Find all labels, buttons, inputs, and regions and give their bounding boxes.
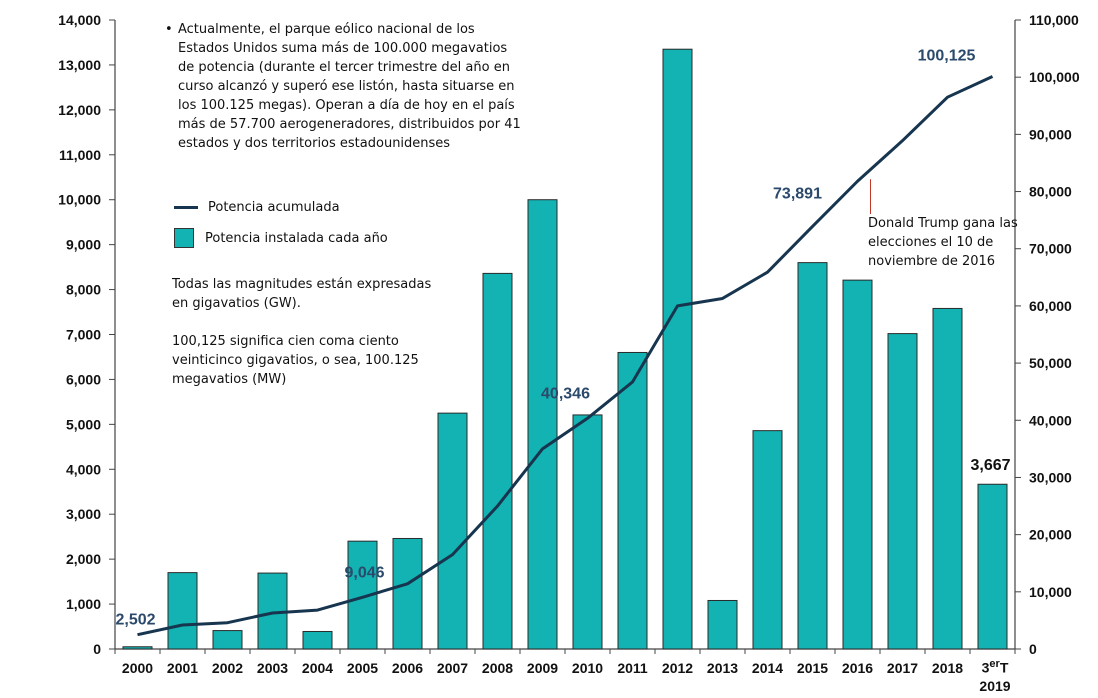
x-tick-label-2019q3: 3erT 2019 — [975, 655, 1015, 695]
x-tick-label: 2008 — [482, 660, 513, 676]
bar — [887, 333, 918, 650]
y-left-tick-label: 7,000 — [66, 327, 101, 343]
data-label: 3,667 — [970, 457, 1010, 474]
y-right-tick-label: 0 — [1029, 641, 1037, 657]
data-labels: 2,502 9,046 40,346 73,891 100,125 3,667 — [115, 47, 1010, 628]
x-tick-last-sup: er — [989, 658, 1000, 670]
bar — [977, 483, 1008, 650]
bar — [392, 537, 423, 650]
bar — [752, 430, 783, 650]
trump-annotation: Donald Trump gana las elecciones el 10 d… — [868, 216, 1018, 269]
y-left-tick-label: 0 — [93, 641, 101, 657]
line-series — [137, 75, 994, 637]
units-note-para2: 100,125 significa cien coma ciento veint… — [172, 334, 419, 387]
bar — [932, 307, 963, 650]
y-right-tick-label: 40,000 — [1029, 412, 1072, 428]
bullet-icon: • — [165, 22, 173, 37]
bar — [842, 279, 873, 650]
bar — [122, 646, 153, 650]
y-right-tick-label: 110,000 — [1029, 12, 1079, 28]
y-left-tick-label: 9,000 — [66, 237, 101, 253]
data-label: 73,891 — [773, 185, 822, 202]
x-tick-label: 2009 — [527, 660, 558, 676]
y-left-tick-label: 14,000 — [58, 12, 101, 28]
x-tick-last-year: 2019 — [979, 677, 1011, 694]
y-left-tick-label: 5,000 — [66, 416, 101, 432]
x-tick-label: 2005 — [347, 660, 378, 676]
x-tick-last-main: 3 — [981, 659, 990, 676]
bar — [662, 48, 693, 650]
x-tick-label: 2007 — [437, 660, 468, 676]
y-left-tick-label: 4,000 — [66, 461, 101, 477]
x-tick-label: 2001 — [167, 660, 198, 676]
x-tick-label: 2017 — [887, 660, 918, 676]
bar — [212, 630, 243, 650]
cumulative-line — [137, 75, 994, 637]
y-left-tick-label: 11,000 — [59, 147, 101, 163]
x-tick-label: 2006 — [392, 660, 423, 676]
bar-series — [122, 48, 1008, 650]
bar — [437, 412, 468, 650]
y-right-tick-label: 70,000 — [1029, 241, 1072, 257]
data-label: 9,046 — [344, 564, 384, 581]
y-left-tick-label: 2,000 — [66, 551, 101, 567]
y-right-tick-label: 90,000 — [1029, 126, 1072, 142]
y-left-tick-label: 8,000 — [66, 282, 101, 298]
y-right-tick-label: 50,000 — [1029, 355, 1072, 371]
data-label: 100,125 — [918, 47, 976, 64]
data-label: 2,502 — [115, 612, 155, 629]
x-tick-label: 2015 — [797, 660, 828, 676]
bar — [617, 351, 648, 650]
x-tick-label: 2011 — [617, 660, 648, 676]
x-tick-label: 2010 — [572, 660, 603, 676]
x-tick-label: 2012 — [662, 660, 693, 676]
bar — [572, 414, 603, 650]
y-right-tick-label: 80,000 — [1029, 184, 1072, 200]
x-tick-label: 2014 — [752, 660, 783, 676]
bar — [527, 199, 558, 650]
x-tick-label: 2018 — [932, 660, 963, 676]
line-swatch-icon — [174, 206, 198, 209]
y-left-tick-label: 6,000 — [66, 371, 101, 387]
y-right-tick-label: 30,000 — [1029, 469, 1072, 485]
x-tick-label: 2002 — [212, 660, 243, 676]
y-right-tick-label: 100,000 — [1029, 69, 1080, 85]
y-left-tick-label: 13,000 — [58, 57, 101, 73]
bar — [707, 599, 738, 650]
x-tick-last-suffix: T — [999, 659, 1009, 676]
bar — [302, 630, 333, 650]
x-tick-label: 2016 — [842, 660, 873, 676]
x-tick-label: 2003 — [257, 660, 288, 676]
bar-swatch-icon — [174, 228, 194, 248]
intro-note: • Actualmente, el parque eólico nacional… — [165, 20, 523, 153]
data-label: 40,346 — [541, 385, 590, 402]
y-left-tick-label: 10,000 — [58, 192, 101, 208]
bar — [797, 262, 828, 650]
legend-item-bar: Potencia instalada cada año — [174, 228, 388, 248]
bar — [482, 272, 513, 650]
legend-line-label: Potencia acumulada — [208, 200, 340, 215]
x-tick-label: 2000 — [122, 660, 153, 676]
legend-bar-label: Potencia instalada cada año — [205, 230, 388, 246]
y-left-tick-label: 3,000 — [66, 506, 101, 522]
units-note: Todas las magnitudes están expresadas en… — [172, 275, 432, 389]
y-left-tick-label: 1,000 — [66, 596, 101, 612]
axes: 0 1,000 2,000 3,000 4,000 5,000 6,000 7,000 8,00… — [58, 12, 1080, 676]
x-tick-label: 2004 — [302, 660, 333, 676]
intro-note-text: Actualmente, el parque eólico nacional d… — [178, 22, 521, 151]
y-right-tick-label: 20,000 — [1029, 527, 1072, 543]
y-right-tick-label: 10,000 — [1029, 584, 1072, 600]
y-right-tick-label: 60,000 — [1029, 298, 1072, 314]
legend-item-line: Potencia acumulada — [174, 200, 340, 215]
x-tick-label: 2013 — [707, 660, 738, 676]
bar — [167, 572, 198, 650]
units-note-para1: Todas las magnitudes están expresadas en… — [172, 277, 432, 311]
y-left-tick-label: 12,000 — [58, 102, 101, 118]
